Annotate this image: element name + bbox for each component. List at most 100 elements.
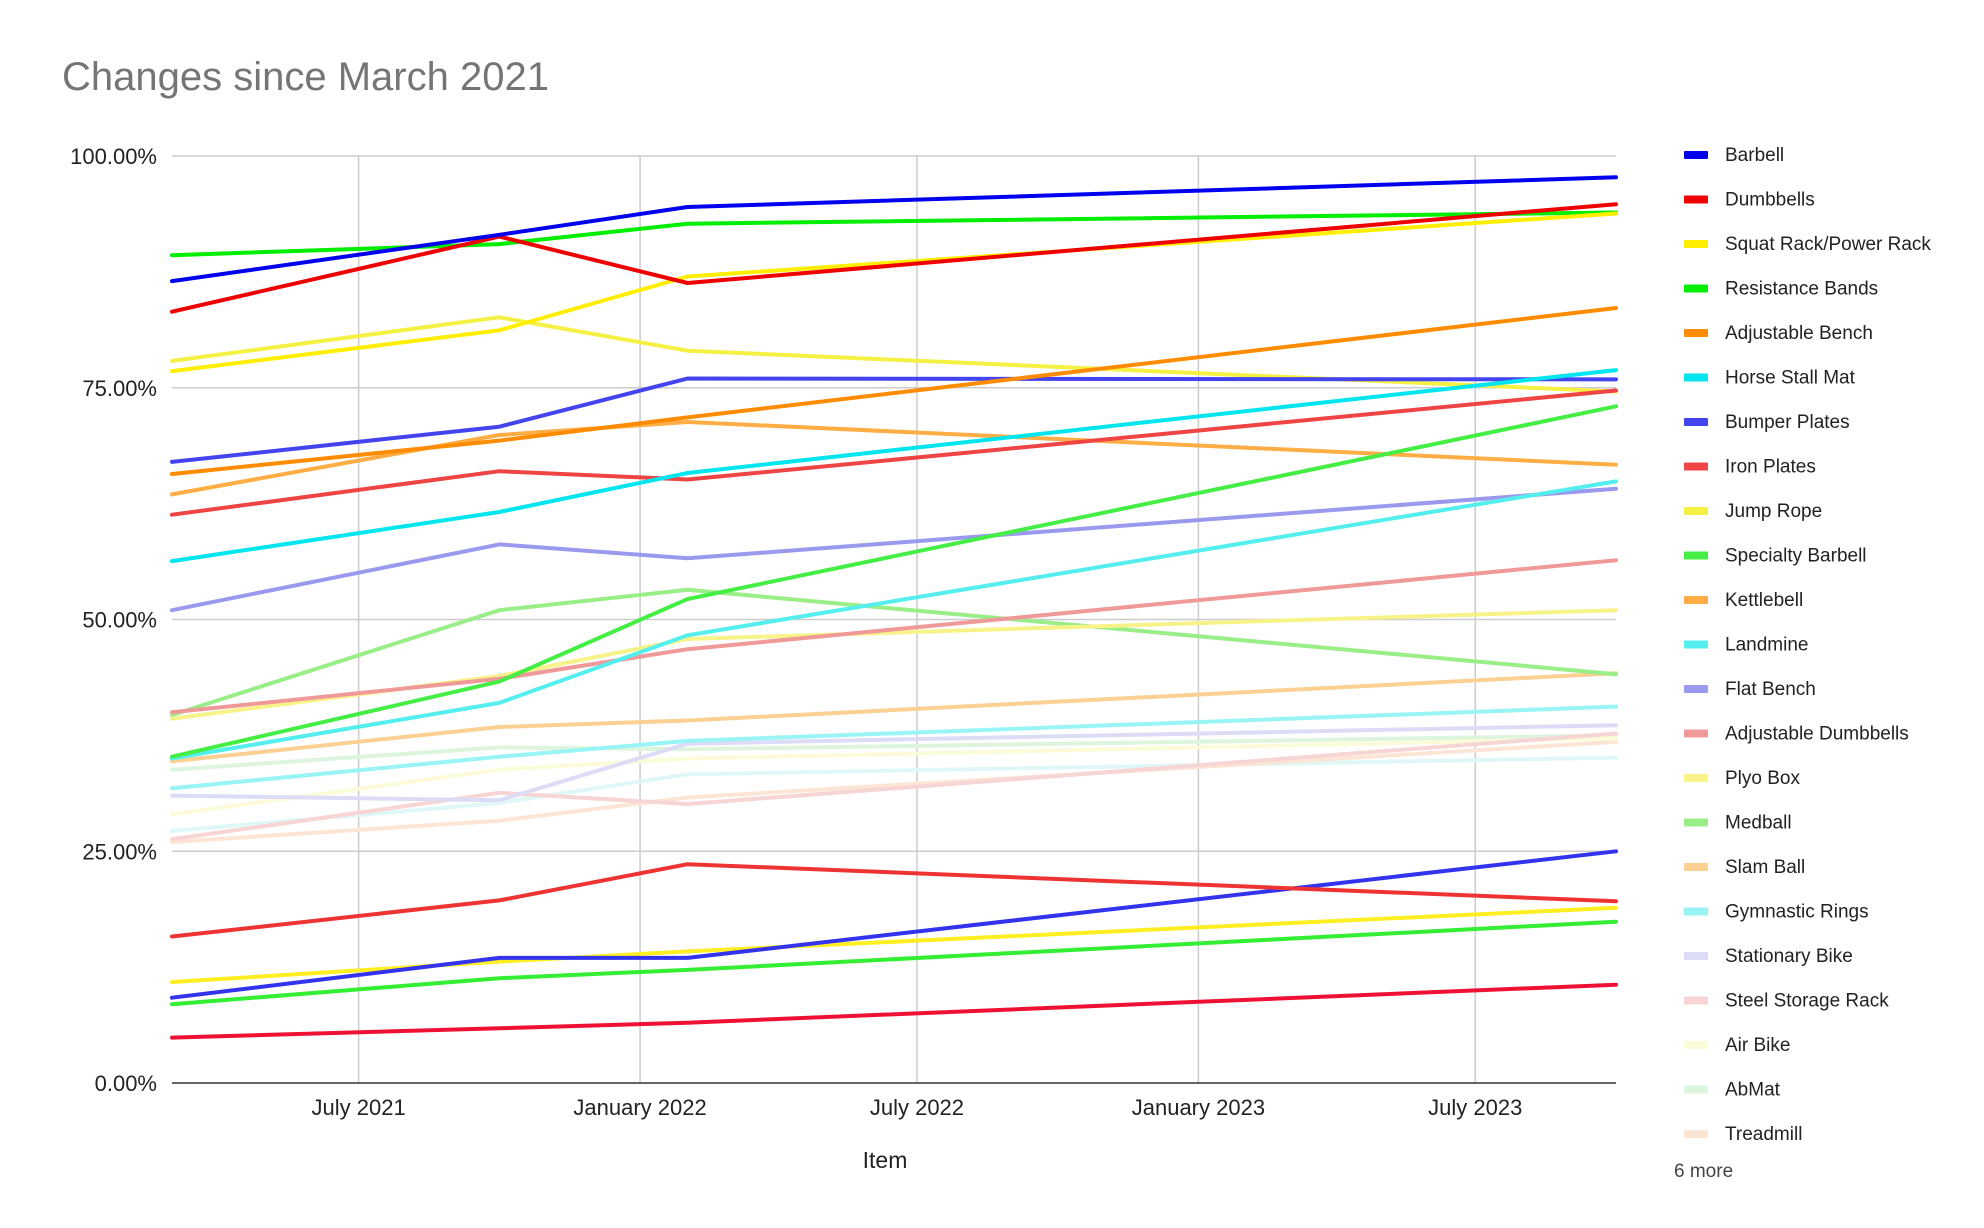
series-line-plyo-box — [170, 608, 1618, 721]
x-tick-label: January 2022 — [573, 1095, 706, 1120]
x-tick-label: July 2022 — [870, 1095, 964, 1120]
legend-label: Air Bike — [1725, 1035, 1790, 1056]
series-line-bumper-plates — [170, 376, 1618, 464]
y-tick-label: 100.00% — [70, 144, 157, 169]
series-line-landmine — [170, 479, 1618, 761]
legend-swatch — [1684, 551, 1708, 560]
legend-label: Steel Storage Rack — [1725, 991, 1889, 1012]
legend-item[interactable]: Stationary Bike — [1684, 946, 1853, 967]
series-line-unnamed-24 — [170, 862, 1618, 939]
series-line-adjustable-bench — [170, 306, 1618, 476]
legend-swatch — [1684, 729, 1708, 738]
series-line-flat-bench — [170, 486, 1618, 613]
legend-label: AbMat — [1725, 1080, 1781, 1101]
series-line-air-bike — [170, 736, 1618, 817]
axes: 0.00% 25.00% 50.00% 75.00% 100.00% July 2021 J… — [70, 144, 1616, 1120]
legend-swatch — [1684, 863, 1708, 871]
legend-item[interactable]: Medball — [1684, 813, 1792, 834]
legend-label: Resistance Bands — [1725, 279, 1878, 300]
legend-label: Specialty Barbell — [1725, 546, 1867, 567]
legend-item[interactable]: Adjustable Dumbbells — [1684, 724, 1909, 745]
legend-item[interactable]: Steel Storage Rack — [1684, 991, 1889, 1012]
legend-label: Stationary Bike — [1725, 946, 1853, 967]
legend-item[interactable]: Jump Rope — [1684, 501, 1822, 522]
legend-swatch — [1684, 1041, 1708, 1049]
series-line-jump-rope — [170, 315, 1618, 394]
legend-item[interactable]: Adjustable Bench — [1684, 323, 1873, 344]
legend-item[interactable]: Horse Stall Mat — [1684, 368, 1856, 389]
legend-item[interactable]: Squat Rack/Power Rack — [1684, 234, 1931, 255]
legend-label: Landmine — [1725, 635, 1808, 656]
series-lines — [170, 175, 1618, 1040]
series-line-stationary-bike — [170, 723, 1618, 803]
legend-more-link[interactable]: 6 more — [1674, 1161, 1733, 1182]
legend-swatch — [1684, 907, 1708, 916]
y-tick-label: 25.00% — [82, 839, 157, 864]
x-tick-label: January 2023 — [1132, 1095, 1265, 1120]
legend-item[interactable]: Plyo Box — [1684, 768, 1800, 789]
series-line-unnamed-28 — [170, 982, 1618, 1040]
legend-label: Treadmill — [1725, 1124, 1802, 1145]
legend-swatch — [1684, 685, 1708, 693]
legend-swatch — [1684, 151, 1708, 159]
legend-label: Jump Rope — [1725, 501, 1822, 522]
legend-item[interactable]: Barbell — [1684, 145, 1784, 166]
series-line-dumbbells — [170, 202, 1618, 314]
series-line-specialty-barbell — [170, 404, 1618, 759]
legend-label: Bumper Plates — [1725, 412, 1850, 433]
legend-swatch — [1684, 418, 1708, 426]
legend-swatch — [1684, 640, 1708, 649]
legend-label: Flat Bench — [1725, 679, 1816, 700]
series-line-slam-ball — [170, 671, 1618, 764]
legend-item[interactable]: Dumbbells — [1684, 190, 1815, 211]
legend-item[interactable]: Slam Ball — [1684, 857, 1805, 878]
series-line-iron-plates — [170, 388, 1618, 517]
legend-item[interactable]: AbMat — [1684, 1080, 1781, 1101]
legend-item[interactable]: Treadmill — [1684, 1124, 1802, 1145]
legend-item[interactable]: Kettlebell — [1684, 590, 1803, 611]
legend-label: Squat Rack/Power Rack — [1725, 234, 1931, 255]
legend: Barbell Dumbbells Squat Rack/Power Rack Res… — [1684, 145, 1931, 1145]
legend-label: Iron Plates — [1725, 457, 1816, 478]
legend-label: Medball — [1725, 813, 1792, 834]
legend-item[interactable]: Air Bike — [1684, 1035, 1790, 1056]
legend-swatch — [1684, 284, 1708, 293]
legend-swatch — [1684, 195, 1708, 204]
legend-label: Slam Ball — [1725, 857, 1805, 878]
series-line-squat-rack-power-rack — [170, 211, 1618, 374]
legend-item[interactable]: Resistance Bands — [1684, 279, 1878, 300]
series-line-unnamed-27 — [170, 919, 1618, 1007]
series-line-medball — [170, 587, 1618, 717]
chart-title: Changes since March 2021 — [62, 55, 549, 99]
series-line-adjustable-dumbbells — [170, 558, 1618, 715]
legend-swatch — [1684, 1085, 1708, 1094]
y-tick-label: 50.00% — [82, 608, 157, 633]
legend-label: Horse Stall Mat — [1725, 368, 1856, 389]
legend-label: Plyo Box — [1725, 768, 1800, 789]
legend-label: Kettlebell — [1725, 590, 1803, 611]
legend-swatch — [1684, 818, 1708, 827]
y-tick-label: 0.00% — [95, 1071, 157, 1096]
legend-label: Dumbbells — [1725, 190, 1815, 211]
series-line-resistance-bands — [170, 210, 1618, 258]
legend-label: Adjustable Dumbbells — [1725, 724, 1909, 745]
legend-swatch — [1684, 373, 1708, 382]
x-tick-label: July 2023 — [1428, 1095, 1522, 1120]
legend-label: Gymnastic Rings — [1725, 902, 1869, 923]
legend-swatch — [1684, 596, 1708, 604]
legend-item[interactable]: Gymnastic Rings — [1684, 902, 1869, 923]
series-line-unnamed-25 — [170, 849, 1618, 1000]
x-tick-label: July 2021 — [312, 1095, 406, 1120]
legend-item[interactable]: Bumper Plates — [1684, 412, 1850, 433]
legend-item[interactable]: Specialty Barbell — [1684, 546, 1867, 567]
legend-swatch — [1684, 774, 1708, 782]
legend-swatch — [1684, 952, 1708, 960]
legend-item[interactable]: Landmine — [1684, 635, 1808, 656]
series-line-steel-storage-rack — [170, 731, 1618, 842]
legend-label: Barbell — [1725, 145, 1784, 166]
series-line-horse-stall-mat — [170, 368, 1618, 564]
legend-label: Adjustable Bench — [1725, 323, 1873, 344]
legend-item[interactable]: Iron Plates — [1684, 457, 1816, 478]
legend-item[interactable]: Flat Bench — [1684, 679, 1816, 700]
